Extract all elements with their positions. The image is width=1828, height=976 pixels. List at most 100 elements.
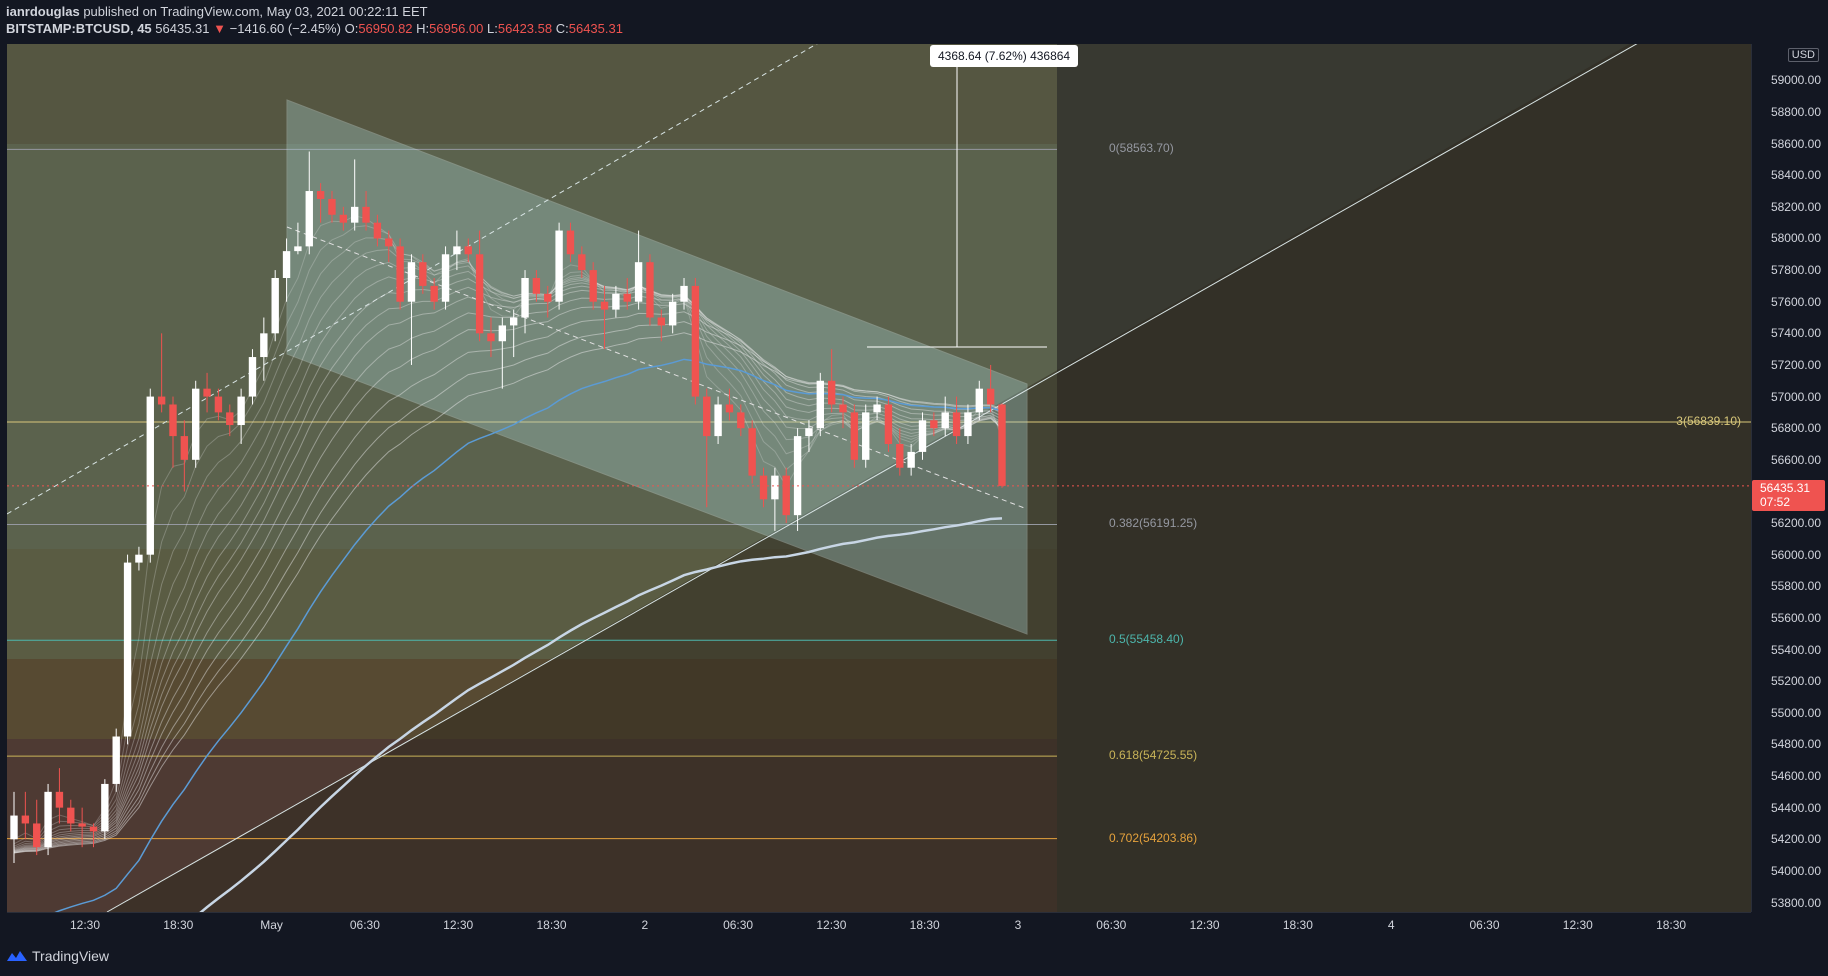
candle-body[interactable]	[89, 826, 98, 832]
candle-body[interactable]	[782, 475, 790, 516]
candle-body[interactable]	[884, 404, 893, 445]
candle-body[interactable]	[566, 230, 575, 255]
time-axis[interactable]: 12:30 18:30 May 06:30 12:30 18:30 2 06:30 12:30 1…	[7, 912, 1751, 937]
candle-body[interactable]	[21, 815, 30, 824]
candle-body[interactable]	[362, 206, 370, 223]
candle-body[interactable]	[509, 317, 518, 326]
candle-body[interactable]	[157, 396, 166, 405]
candle-body[interactable]	[521, 277, 529, 318]
candle-body[interactable]	[441, 254, 450, 302]
candle-body[interactable]	[532, 277, 541, 294]
currency-badge[interactable]: USD	[1787, 48, 1819, 62]
measure-label[interactable]: 4368.64 (7.62%) 436864	[930, 45, 1079, 67]
candle-body[interactable]	[555, 230, 563, 302]
candle-body[interactable]	[67, 807, 75, 824]
candle-body[interactable]	[487, 333, 495, 342]
candle-body[interactable]	[226, 412, 234, 426]
candle-body[interactable]	[169, 404, 177, 437]
candle-body[interactable]	[248, 357, 257, 397]
symbol-label[interactable]: BITSTAMP:BTCUSD, 45	[6, 21, 152, 36]
candle-body[interactable]	[44, 791, 52, 848]
candle-body[interactable]	[350, 206, 359, 223]
candle-body[interactable]	[271, 277, 279, 334]
candle-body[interactable]	[827, 380, 836, 405]
candle-body[interactable]	[691, 285, 700, 397]
candle-body[interactable]	[850, 412, 859, 460]
candle-body[interactable]	[396, 246, 404, 302]
candle-body[interactable]	[112, 736, 120, 784]
candle-body[interactable]	[430, 285, 438, 302]
chart-canvas[interactable]	[7, 44, 1751, 912]
candle-body[interactable]	[10, 815, 18, 840]
candle-body[interactable]	[839, 404, 847, 413]
candle-body[interactable]	[703, 396, 711, 437]
candle-body[interactable]	[952, 412, 961, 437]
candle-body[interactable]	[612, 293, 620, 310]
candle-body[interactable]	[407, 262, 416, 302]
open-value: 56950.82	[358, 21, 413, 36]
candle-body[interactable]	[771, 475, 779, 500]
candle-body[interactable]	[203, 388, 211, 397]
candle-body[interactable]	[975, 388, 983, 413]
candle-body[interactable]	[180, 436, 189, 460]
candle-body[interactable]	[589, 270, 597, 302]
candle-body[interactable]	[714, 404, 722, 437]
candle-body[interactable]	[464, 246, 472, 255]
candle-body[interactable]	[793, 436, 802, 516]
candle-body[interactable]	[237, 396, 245, 426]
price-axis[interactable]: USD 53800.00 54000.00 54200.00 54400.00 5460…	[1751, 44, 1828, 912]
time-tick-label: 12:30	[1562, 918, 1593, 932]
candle-body[interactable]	[33, 823, 41, 848]
candle-body[interactable]	[282, 251, 291, 278]
candle-body[interactable]	[78, 823, 86, 827]
candle-body[interactable]	[862, 412, 870, 460]
candle-body[interactable]	[737, 412, 745, 429]
candle-body[interactable]	[680, 285, 688, 302]
candle-body[interactable]	[930, 420, 938, 429]
candle-body[interactable]	[316, 191, 325, 199]
candle-body[interactable]	[328, 198, 336, 215]
candle-body[interactable]	[305, 191, 313, 247]
candle-body[interactable]	[385, 238, 393, 247]
candle-body[interactable]	[623, 293, 631, 302]
candle-body[interactable]	[214, 396, 223, 413]
candle-body[interactable]	[998, 404, 1006, 486]
candle-body[interactable]	[146, 396, 154, 555]
candle-body[interactable]	[668, 301, 677, 326]
chart-pane[interactable]: 0(58563.70) 0.382(56191.25) 0.5(55458.40) 0…	[7, 44, 1751, 912]
candle-body[interactable]	[419, 262, 427, 286]
candle-body[interactable]	[986, 388, 995, 405]
candle-body[interactable]	[907, 451, 915, 468]
candle-body[interactable]	[101, 783, 109, 832]
author-name[interactable]: ianrdouglas	[6, 4, 80, 19]
candle-body[interactable]	[55, 791, 64, 808]
candle-body[interactable]	[453, 246, 461, 255]
candle-body[interactable]	[294, 246, 302, 252]
candle-body[interactable]	[578, 254, 586, 271]
candle-body[interactable]	[600, 301, 609, 310]
candle-body[interactable]	[725, 404, 734, 413]
candle-body[interactable]	[634, 262, 643, 302]
price-tick-label: 57000.00	[1770, 389, 1821, 404]
candle-body[interactable]	[896, 444, 904, 468]
candle-body[interactable]	[941, 412, 949, 429]
candle-body[interactable]	[646, 262, 654, 318]
candle-body[interactable]	[759, 475, 768, 500]
candle-body[interactable]	[260, 333, 268, 358]
candle-body[interactable]	[657, 317, 666, 326]
candle-body[interactable]	[805, 428, 813, 437]
candle-body[interactable]	[498, 325, 507, 342]
candle-body[interactable]	[544, 293, 552, 302]
candle-body[interactable]	[192, 388, 200, 460]
candle-body[interactable]	[135, 554, 143, 563]
candle-body[interactable]	[475, 254, 484, 334]
candle-body[interactable]	[964, 412, 972, 437]
footer-brand[interactable]: TradingView	[6, 948, 109, 964]
candle-body[interactable]	[339, 214, 348, 223]
candle-body[interactable]	[373, 222, 382, 239]
candle-body[interactable]	[748, 428, 756, 476]
candle-body[interactable]	[918, 420, 927, 452]
candle-body[interactable]	[873, 404, 881, 413]
candle-body[interactable]	[816, 380, 824, 429]
candle-body[interactable]	[123, 562, 132, 737]
